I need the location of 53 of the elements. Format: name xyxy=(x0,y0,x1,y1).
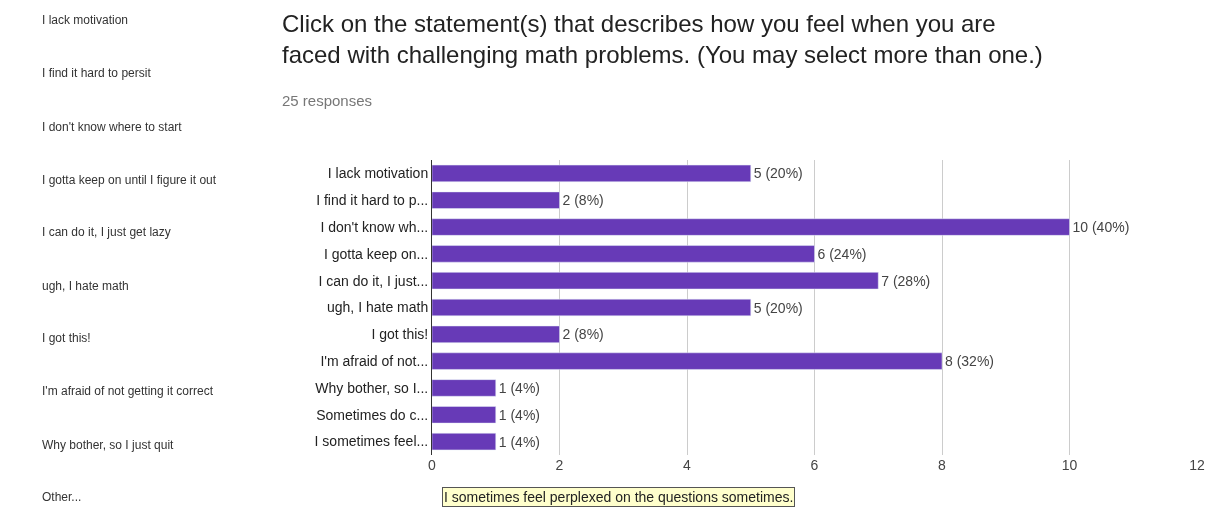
data-label: 8 (32%) xyxy=(945,353,995,370)
data-label: 2 (8%) xyxy=(562,326,604,343)
text: I gotta keep on until I figure it out xyxy=(42,173,217,187)
data-label: 1 (4%) xyxy=(498,379,540,396)
bar xyxy=(432,191,560,209)
data-label: 10 (40%) xyxy=(1072,219,1130,236)
bar xyxy=(432,218,1070,236)
text: I can do it, I just get lazy xyxy=(42,225,171,239)
bar xyxy=(432,164,751,182)
data-label: 5 (20%) xyxy=(753,165,803,182)
x-tick-label: 10 xyxy=(1061,457,1078,473)
x-tick-label: 0 xyxy=(428,457,437,473)
y-tick-label: ugh, I hate math xyxy=(327,299,429,316)
text: I sometimes feel perplexed on the questions sometimes. xyxy=(444,489,794,505)
x-tick-label: 2 xyxy=(555,457,564,473)
data-label: 5 (20%) xyxy=(753,299,803,316)
y-tick-label: Sometimes do c... xyxy=(316,406,429,423)
bar xyxy=(432,298,751,317)
y-tick-label: I lack motivation xyxy=(327,165,429,182)
bar xyxy=(432,433,496,451)
text: ugh, I hate math xyxy=(42,279,129,293)
chart-title: Click on the statement(s) that describes how you feel when you are faced with challenging math problems. (You may select more than one.) xyxy=(282,10,1043,69)
x-tick-label: 12 xyxy=(1189,457,1205,473)
y-tick-label: I find it hard to p... xyxy=(316,192,429,209)
text: I find it hard to persit xyxy=(42,66,152,80)
text: I don't know where to start xyxy=(42,120,183,134)
bar xyxy=(432,379,496,397)
y-tick-label: I'm afraid of not... xyxy=(320,353,429,370)
text: Other... xyxy=(42,490,82,504)
y-tick-label: I sometimes feel... xyxy=(314,433,429,450)
bar xyxy=(432,406,496,424)
bar xyxy=(432,245,815,263)
text: Why bother, so I just quit xyxy=(42,438,175,452)
y-tick-label: Why bother, so I... xyxy=(315,379,429,396)
bar xyxy=(432,272,879,290)
bar xyxy=(432,352,943,370)
x-tick-label: 4 xyxy=(683,457,692,473)
x-tick-label: 6 xyxy=(810,457,819,473)
text: I lack motivation xyxy=(42,13,129,27)
y-tick-label: I don't know wh... xyxy=(320,218,429,235)
text: I'm afraid of not getting it correct xyxy=(42,384,214,398)
data-label: 7 (28%) xyxy=(881,272,931,289)
chart-subtitle: 25 responses xyxy=(282,92,373,109)
data-label: 2 (8%) xyxy=(562,192,604,209)
y-tick-label: I got this! xyxy=(371,326,429,343)
x-tick-label: 8 xyxy=(938,457,947,473)
data-label: 6 (24%) xyxy=(817,245,867,262)
y-tick-label: I can do it, I just... xyxy=(318,272,429,289)
data-label: 1 (4%) xyxy=(498,433,540,450)
bar xyxy=(432,325,560,343)
data-label: 1 (4%) xyxy=(498,406,540,423)
text: I got this! xyxy=(42,331,91,345)
y-tick-label: I gotta keep on... xyxy=(323,245,429,262)
